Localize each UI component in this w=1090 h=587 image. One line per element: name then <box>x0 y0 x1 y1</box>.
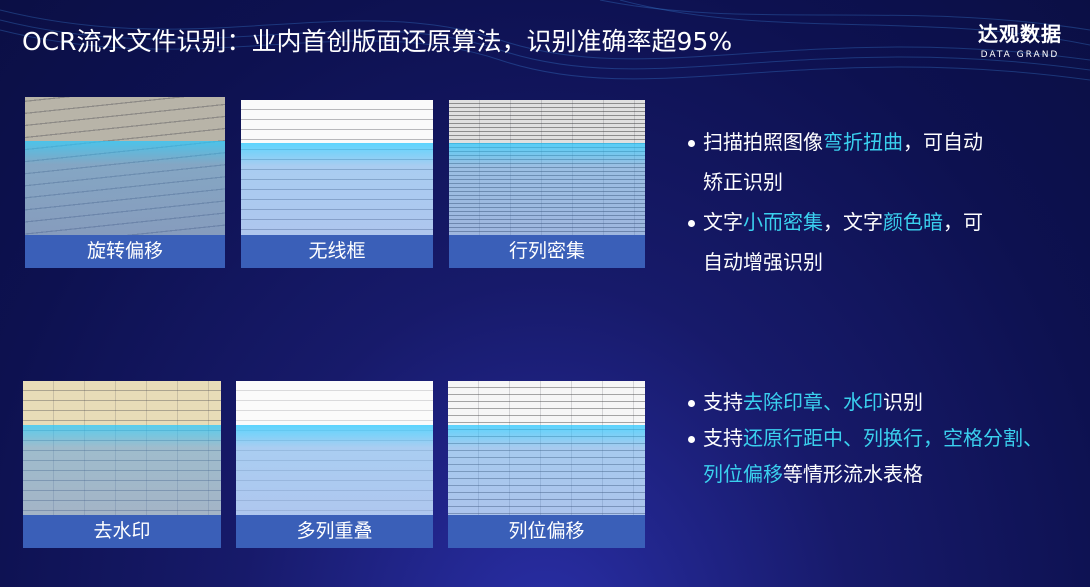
text: 支持 <box>703 390 743 414</box>
logo: 达观数据 DATA GRAND <box>978 18 1062 60</box>
text: ，可自动 <box>903 130 983 154</box>
card-label: 行列密集 <box>449 235 645 268</box>
bullet-continuation: 列位偏移等情形流水表格 <box>688 456 1043 492</box>
highlight-text: 还原行距中、列换行，空格分割、 <box>743 426 1043 450</box>
bullet-dot-icon <box>688 140 695 147</box>
text: 矫正识别 <box>703 170 783 194</box>
bullet-continuation: 矫正识别 <box>688 162 983 202</box>
bullet-item: 文字小而密集，文字颜色暗，可 <box>688 202 983 242</box>
logo-en: DATA GRAND <box>980 50 1060 60</box>
card-rotation: 旋转偏移 <box>25 97 225 268</box>
card-watermark: 去水印 <box>23 381 221 548</box>
card-label: 去水印 <box>23 515 221 548</box>
bullets-top: 扫描拍照图像弯折扭曲，可自动 矫正识别 文字小而密集，文字颜色暗，可 自动增强识… <box>688 122 983 282</box>
highlight-text: 颜色暗 <box>883 210 943 234</box>
text: ，文字 <box>823 210 883 234</box>
bullet-item: 扫描拍照图像弯折扭曲，可自动 <box>688 122 983 162</box>
bullet-dot-icon <box>688 400 695 407</box>
text: 文字 <box>703 210 743 234</box>
text: 扫描拍照图像 <box>703 130 823 154</box>
page-title: OCR流水文件识别：业内首创版面还原算法，识别准确率超95% <box>22 27 733 56</box>
bullet-dot-icon <box>688 220 695 227</box>
highlight-text: 列位偏移 <box>703 462 783 486</box>
text: 自动增强识别 <box>703 250 823 274</box>
text: 支持 <box>703 426 743 450</box>
text: ，可 <box>943 210 983 234</box>
text: 识别 <box>883 390 923 414</box>
card-overlap: 多列重叠 <box>236 381 433 548</box>
card-label: 旋转偏移 <box>25 235 225 268</box>
card-label: 无线框 <box>241 235 433 268</box>
bullet-dot-icon <box>688 436 695 443</box>
bullet-continuation: 自动增强识别 <box>688 242 983 282</box>
bullet-item: 支持还原行距中、列换行，空格分割、 <box>688 420 1043 456</box>
card-dense: 行列密集 <box>449 100 645 268</box>
highlight-text: 去除印章、水印 <box>743 390 883 414</box>
logo-cn: 达观数据 <box>978 22 1062 46</box>
highlight-text: 小而密集 <box>743 210 823 234</box>
bullets-bottom: 支持去除印章、水印识别 支持还原行距中、列换行，空格分割、 列位偏移等情形流水表… <box>688 384 1043 492</box>
text: 等情形流水表格 <box>783 462 923 486</box>
bullet-item: 支持去除印章、水印识别 <box>688 384 1043 420</box>
decorative-waves <box>0 0 1090 81</box>
highlight-text: 弯折扭曲 <box>823 130 903 154</box>
card-label: 列位偏移 <box>448 515 645 548</box>
card-column-shift: 列位偏移 <box>448 381 645 548</box>
card-label: 多列重叠 <box>236 515 433 548</box>
card-no-border: 无线框 <box>241 100 433 268</box>
